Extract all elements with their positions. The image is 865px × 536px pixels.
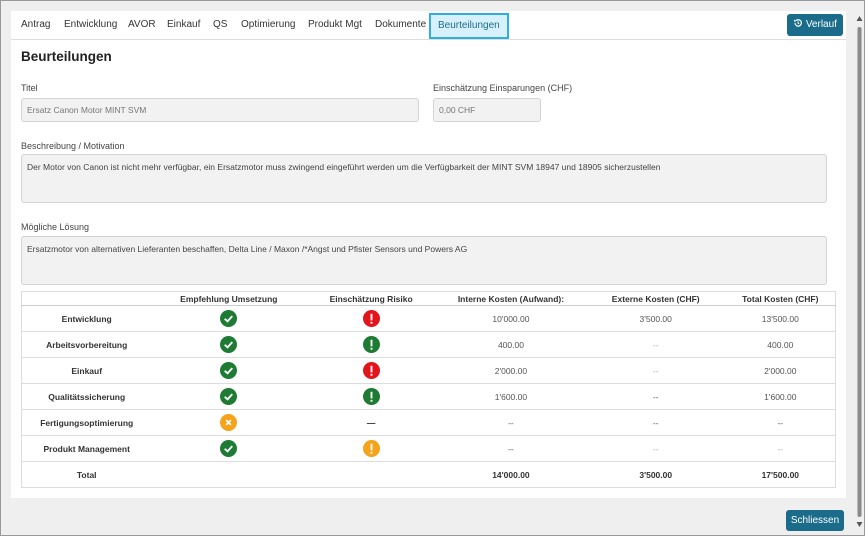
tab[interactable]: Antrag [21, 19, 51, 30]
title-input[interactable]: Ersatz Canon Motor MINT SVM [21, 98, 419, 122]
cell: 1'600.00 [436, 383, 586, 410]
header-cell: Interne Kosten (Aufwand): [436, 291, 586, 306]
cell: -- [585, 383, 726, 410]
cell: -- [725, 435, 836, 462]
history-button[interactable]: Verlauf [787, 14, 843, 36]
field-label: Beschreibung / Motivation [21, 141, 125, 151]
cell: — [306, 409, 437, 436]
row-label: Qualitätssicherung [21, 383, 152, 410]
row: Entwicklung 10'000.00 3'500.00 13'500.00 [21, 305, 836, 332]
cell: -- [585, 331, 726, 358]
close-button[interactable]: Schliessen [786, 510, 844, 531]
cell [151, 305, 307, 332]
risk-low-icon [362, 388, 380, 405]
field-label: Titel [21, 83, 38, 93]
cell: 17'500.00 [725, 461, 836, 488]
description-textarea[interactable]: Der Motor von Canon ist nicht mehr verfü… [21, 154, 827, 203]
cell [151, 383, 307, 410]
row-label: Arbeitsvorbereitung [21, 331, 152, 358]
header-cell: Empfehlung Umsetzung [151, 291, 307, 306]
row: Fertigungsoptimierung — -- -- -- [21, 409, 836, 436]
history-icon [794, 19, 803, 27]
risk-high-icon [362, 310, 380, 327]
tab[interactable]: Dokumente [375, 19, 427, 30]
row-label: Entwicklung [21, 305, 152, 332]
risk-medium-icon [362, 440, 380, 457]
tab-bar: Antrag Entwicklung AVOR Einkauf QS Optim… [11, 13, 846, 40]
header-row: Empfehlung Umsetzung Einschätzung Risiko… [21, 291, 836, 306]
field-label: Einschätzung Einsparungen (CHF) [433, 83, 573, 93]
cell: -- [585, 409, 726, 436]
cell: 10'000.00 [436, 305, 586, 332]
row-label: Einkauf [21, 357, 152, 384]
row: Arbeitsvorbereitung 400.00 -- 400.00 [21, 331, 836, 358]
cell: 3'500.00 [585, 305, 726, 332]
dialog: Antrag Entwicklung AVOR Einkauf QS Optim… [11, 11, 846, 498]
check-icon [220, 440, 238, 457]
cell: 2'000.00 [725, 357, 836, 384]
row: Produkt Management -- -- -- [21, 435, 836, 462]
cell: -- [585, 435, 726, 462]
check-icon [220, 310, 238, 327]
cell [151, 409, 307, 436]
check-icon [220, 336, 238, 353]
header-cell [21, 291, 152, 306]
cell: 13'500.00 [725, 305, 836, 332]
scrollbar[interactable] [855, 11, 864, 531]
cell [151, 357, 307, 384]
tab-active[interactable]: Beurteilungen [429, 13, 509, 39]
cell: -- [725, 409, 836, 436]
check-icon [220, 362, 238, 379]
header-cell: Total Kosten (CHF) [725, 291, 836, 306]
tab[interactable]: Einkauf [167, 19, 201, 30]
risk-low-icon [362, 336, 380, 353]
cell: -- [585, 357, 726, 384]
row-label: Produkt Management [21, 435, 152, 462]
cell [151, 435, 307, 462]
cell [306, 435, 437, 462]
header-cell: Externe Kosten (CHF) [585, 291, 726, 306]
tab[interactable]: Produkt Mgt [308, 19, 362, 30]
row: Qualitätssicherung 1'600.00 -- 1'600.00 [21, 383, 836, 410]
tab[interactable]: AVOR [128, 19, 156, 30]
cell [151, 461, 307, 488]
tab[interactable]: Entwicklung [64, 19, 118, 30]
cell [306, 305, 437, 332]
cell [306, 383, 437, 410]
savings-input[interactable]: 0,00 CHF [433, 98, 541, 122]
cell [306, 357, 437, 384]
reject-icon [220, 414, 238, 431]
heading: Beurteilungen [21, 49, 112, 64]
cell: 2'000.00 [436, 357, 586, 384]
row-label: Fertigungsoptimierung [21, 409, 152, 436]
header-cell: Einschätzung Risiko [306, 291, 437, 306]
cell: -- [436, 409, 586, 436]
total-row: Total 14'000.00 3'500.00 17'500.00 [21, 461, 836, 488]
cell: 14'000.00 [436, 461, 586, 488]
tab[interactable]: QS [213, 19, 228, 30]
row: Einkauf 2'000.00 -- 2'000.00 [21, 357, 836, 384]
cell [151, 331, 307, 358]
row-label: Total [21, 461, 152, 488]
cell [306, 461, 437, 488]
history-label: Verlauf [805, 19, 837, 30]
check-icon [220, 388, 238, 405]
field-label: Mögliche Lösung [21, 222, 90, 232]
tab[interactable]: Optimierung [241, 19, 296, 30]
risk-high-icon [362, 362, 380, 379]
cell: 1'600.00 [725, 383, 836, 410]
solution-textarea[interactable]: Ersatzmotor von alternativen Lieferanten… [21, 236, 827, 285]
cell: 3'500.00 [585, 461, 726, 488]
cell: 400.00 [725, 331, 836, 358]
assessment-table: Empfehlung Umsetzung Einschätzung Risiko… [21, 291, 836, 488]
cell [306, 331, 437, 358]
cell: -- [436, 435, 586, 462]
cell: 400.00 [436, 331, 586, 358]
